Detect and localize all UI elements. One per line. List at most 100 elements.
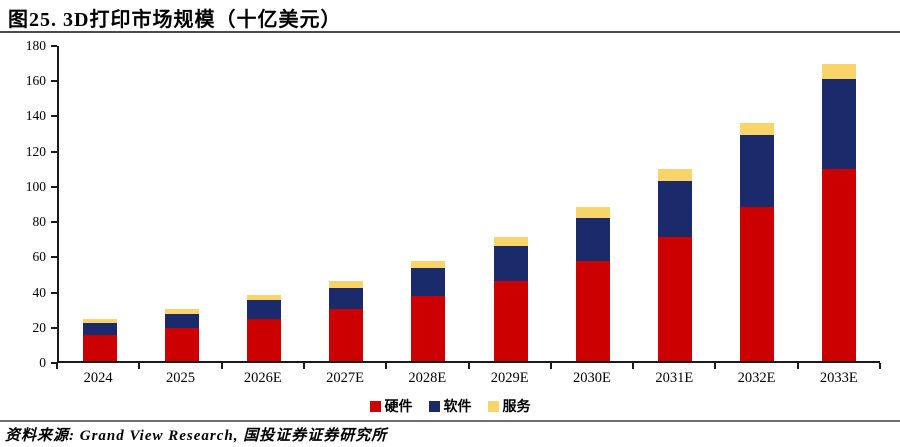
bar-slot-2027e xyxy=(305,46,387,361)
bar-segment-software xyxy=(493,245,528,281)
x-axis-tick xyxy=(549,363,552,369)
bar-segment-services xyxy=(739,123,774,136)
bar-segment-services xyxy=(657,168,692,181)
stacked-bar-2027e xyxy=(329,46,364,361)
bar-segment-hardware xyxy=(739,207,774,361)
x-axis-label: 2025 xyxy=(165,370,195,386)
bar-segment-software xyxy=(411,268,446,297)
legend-item-software: 软件 xyxy=(428,396,472,416)
bar-segment-hardware xyxy=(329,308,364,361)
y-axis-tick xyxy=(51,115,57,118)
legend-swatch-hardware xyxy=(369,400,381,412)
y-axis-tick xyxy=(51,221,57,224)
y-axis-label: 120 xyxy=(25,143,46,159)
x-axis-label: 2029E xyxy=(490,370,529,386)
stacked-bar-2024 xyxy=(83,46,118,361)
y-axis-label: 80 xyxy=(32,214,47,230)
x-axis-label: 2028E xyxy=(408,370,447,386)
bar-slot-2033e xyxy=(798,46,880,361)
bar-segment-services xyxy=(165,308,200,314)
y-axis-label: 0 xyxy=(39,355,46,370)
bar-segment-software xyxy=(657,180,692,237)
stacked-bar-2033e xyxy=(821,46,856,361)
plot-area xyxy=(57,46,880,363)
legend-item-hardware: 硬件 xyxy=(369,396,413,416)
x-axis-tick xyxy=(138,363,141,369)
x-axis-tick xyxy=(220,363,223,369)
bar-slot-2030e xyxy=(552,46,634,361)
stacked-bar-2032e xyxy=(739,46,774,361)
bar-segment-software xyxy=(575,217,610,262)
bar-segment-hardware xyxy=(165,327,200,361)
y-axis-tick xyxy=(51,185,57,188)
stacked-bar-2026e xyxy=(247,46,282,361)
x-axis-tick xyxy=(385,363,388,369)
bar-slot-2032e xyxy=(716,46,798,361)
x-axis-tick xyxy=(56,363,58,369)
chart-title: 图25. 3D打印市场规模（十亿美元） xyxy=(8,9,342,31)
x-axis-label: 2032E xyxy=(737,370,776,386)
footer-divider xyxy=(0,420,900,422)
bar-segment-hardware xyxy=(411,296,446,361)
x-axis-ticks xyxy=(56,363,881,369)
y-axis-label: 100 xyxy=(25,178,46,194)
bar-segment-hardware xyxy=(493,280,528,361)
bar-slot-2028e xyxy=(387,46,469,361)
bar-segment-hardware xyxy=(575,261,610,361)
bar-segment-software xyxy=(247,299,282,319)
stacked-bar-2031e xyxy=(657,46,692,361)
x-axis-label: 2031E xyxy=(655,370,694,386)
y-axis-tick xyxy=(51,80,57,83)
legend-item-services: 服务 xyxy=(487,396,531,416)
x-axis-label: 2030E xyxy=(573,370,611,386)
x-axis-label: 2024 xyxy=(83,370,113,386)
title-divider xyxy=(0,31,900,33)
bar-segment-hardware xyxy=(247,319,282,361)
bar-segment-services xyxy=(575,207,610,218)
legend-swatch-software xyxy=(428,400,440,412)
source-note: 资料来源: Grand View Research, 国投证券证券研究所 xyxy=(5,428,388,444)
bar-segment-services xyxy=(411,261,446,269)
y-axis-label: 60 xyxy=(32,249,47,265)
y-axis-tick xyxy=(51,45,57,47)
bar-segment-software xyxy=(739,135,774,207)
bar-slot-2024 xyxy=(59,46,141,361)
stacked-bar-2028e xyxy=(411,46,446,361)
stacked-bar-2029e xyxy=(493,46,528,361)
x-axis-label: 2033E xyxy=(819,370,858,386)
y-axis-label: 140 xyxy=(25,108,46,124)
legend-label-software: 软件 xyxy=(443,400,472,415)
bar-segment-software xyxy=(165,313,200,328)
y-axis-tick xyxy=(51,150,57,153)
y-axis-label: 40 xyxy=(32,284,47,300)
stacked-bar-2030e xyxy=(575,46,610,361)
legend-label-services: 服务 xyxy=(502,400,531,415)
bar-segment-services xyxy=(821,63,856,80)
x-axis-label: 2026E xyxy=(243,370,282,386)
bar-segment-services xyxy=(329,280,364,288)
legend: 硬件 软件 服务 xyxy=(0,397,900,415)
bar-slot-2029e xyxy=(469,46,551,361)
bar-segment-software xyxy=(821,79,856,169)
bar-segment-services xyxy=(247,294,282,300)
y-axis: 0 20 40 60 80 100 120 140 160 180 xyxy=(0,38,50,370)
y-axis-tick xyxy=(51,291,57,294)
y-axis-tick xyxy=(51,362,57,364)
x-axis-tick xyxy=(714,363,717,369)
bar-slot-2025 xyxy=(141,46,223,361)
x-axis-labels: 2024 2025 2026E 2027E 2028E 2029E 2030E 2031E 20… xyxy=(57,370,880,387)
y-axis-tick xyxy=(51,256,57,259)
bar-segment-services xyxy=(493,236,528,246)
x-axis-label: 2027E xyxy=(326,370,364,386)
x-axis-tick xyxy=(302,363,305,369)
y-axis-tick xyxy=(51,326,57,329)
y-axis-label: 180 xyxy=(25,38,46,53)
stacked-bar-2025 xyxy=(165,46,200,361)
bar-segment-hardware xyxy=(821,168,856,361)
y-axis-label: 160 xyxy=(25,73,46,89)
bar-segment-software xyxy=(329,287,364,309)
legend-swatch-services xyxy=(487,400,499,412)
x-axis-tick xyxy=(632,363,635,369)
x-axis-tick xyxy=(467,363,470,369)
